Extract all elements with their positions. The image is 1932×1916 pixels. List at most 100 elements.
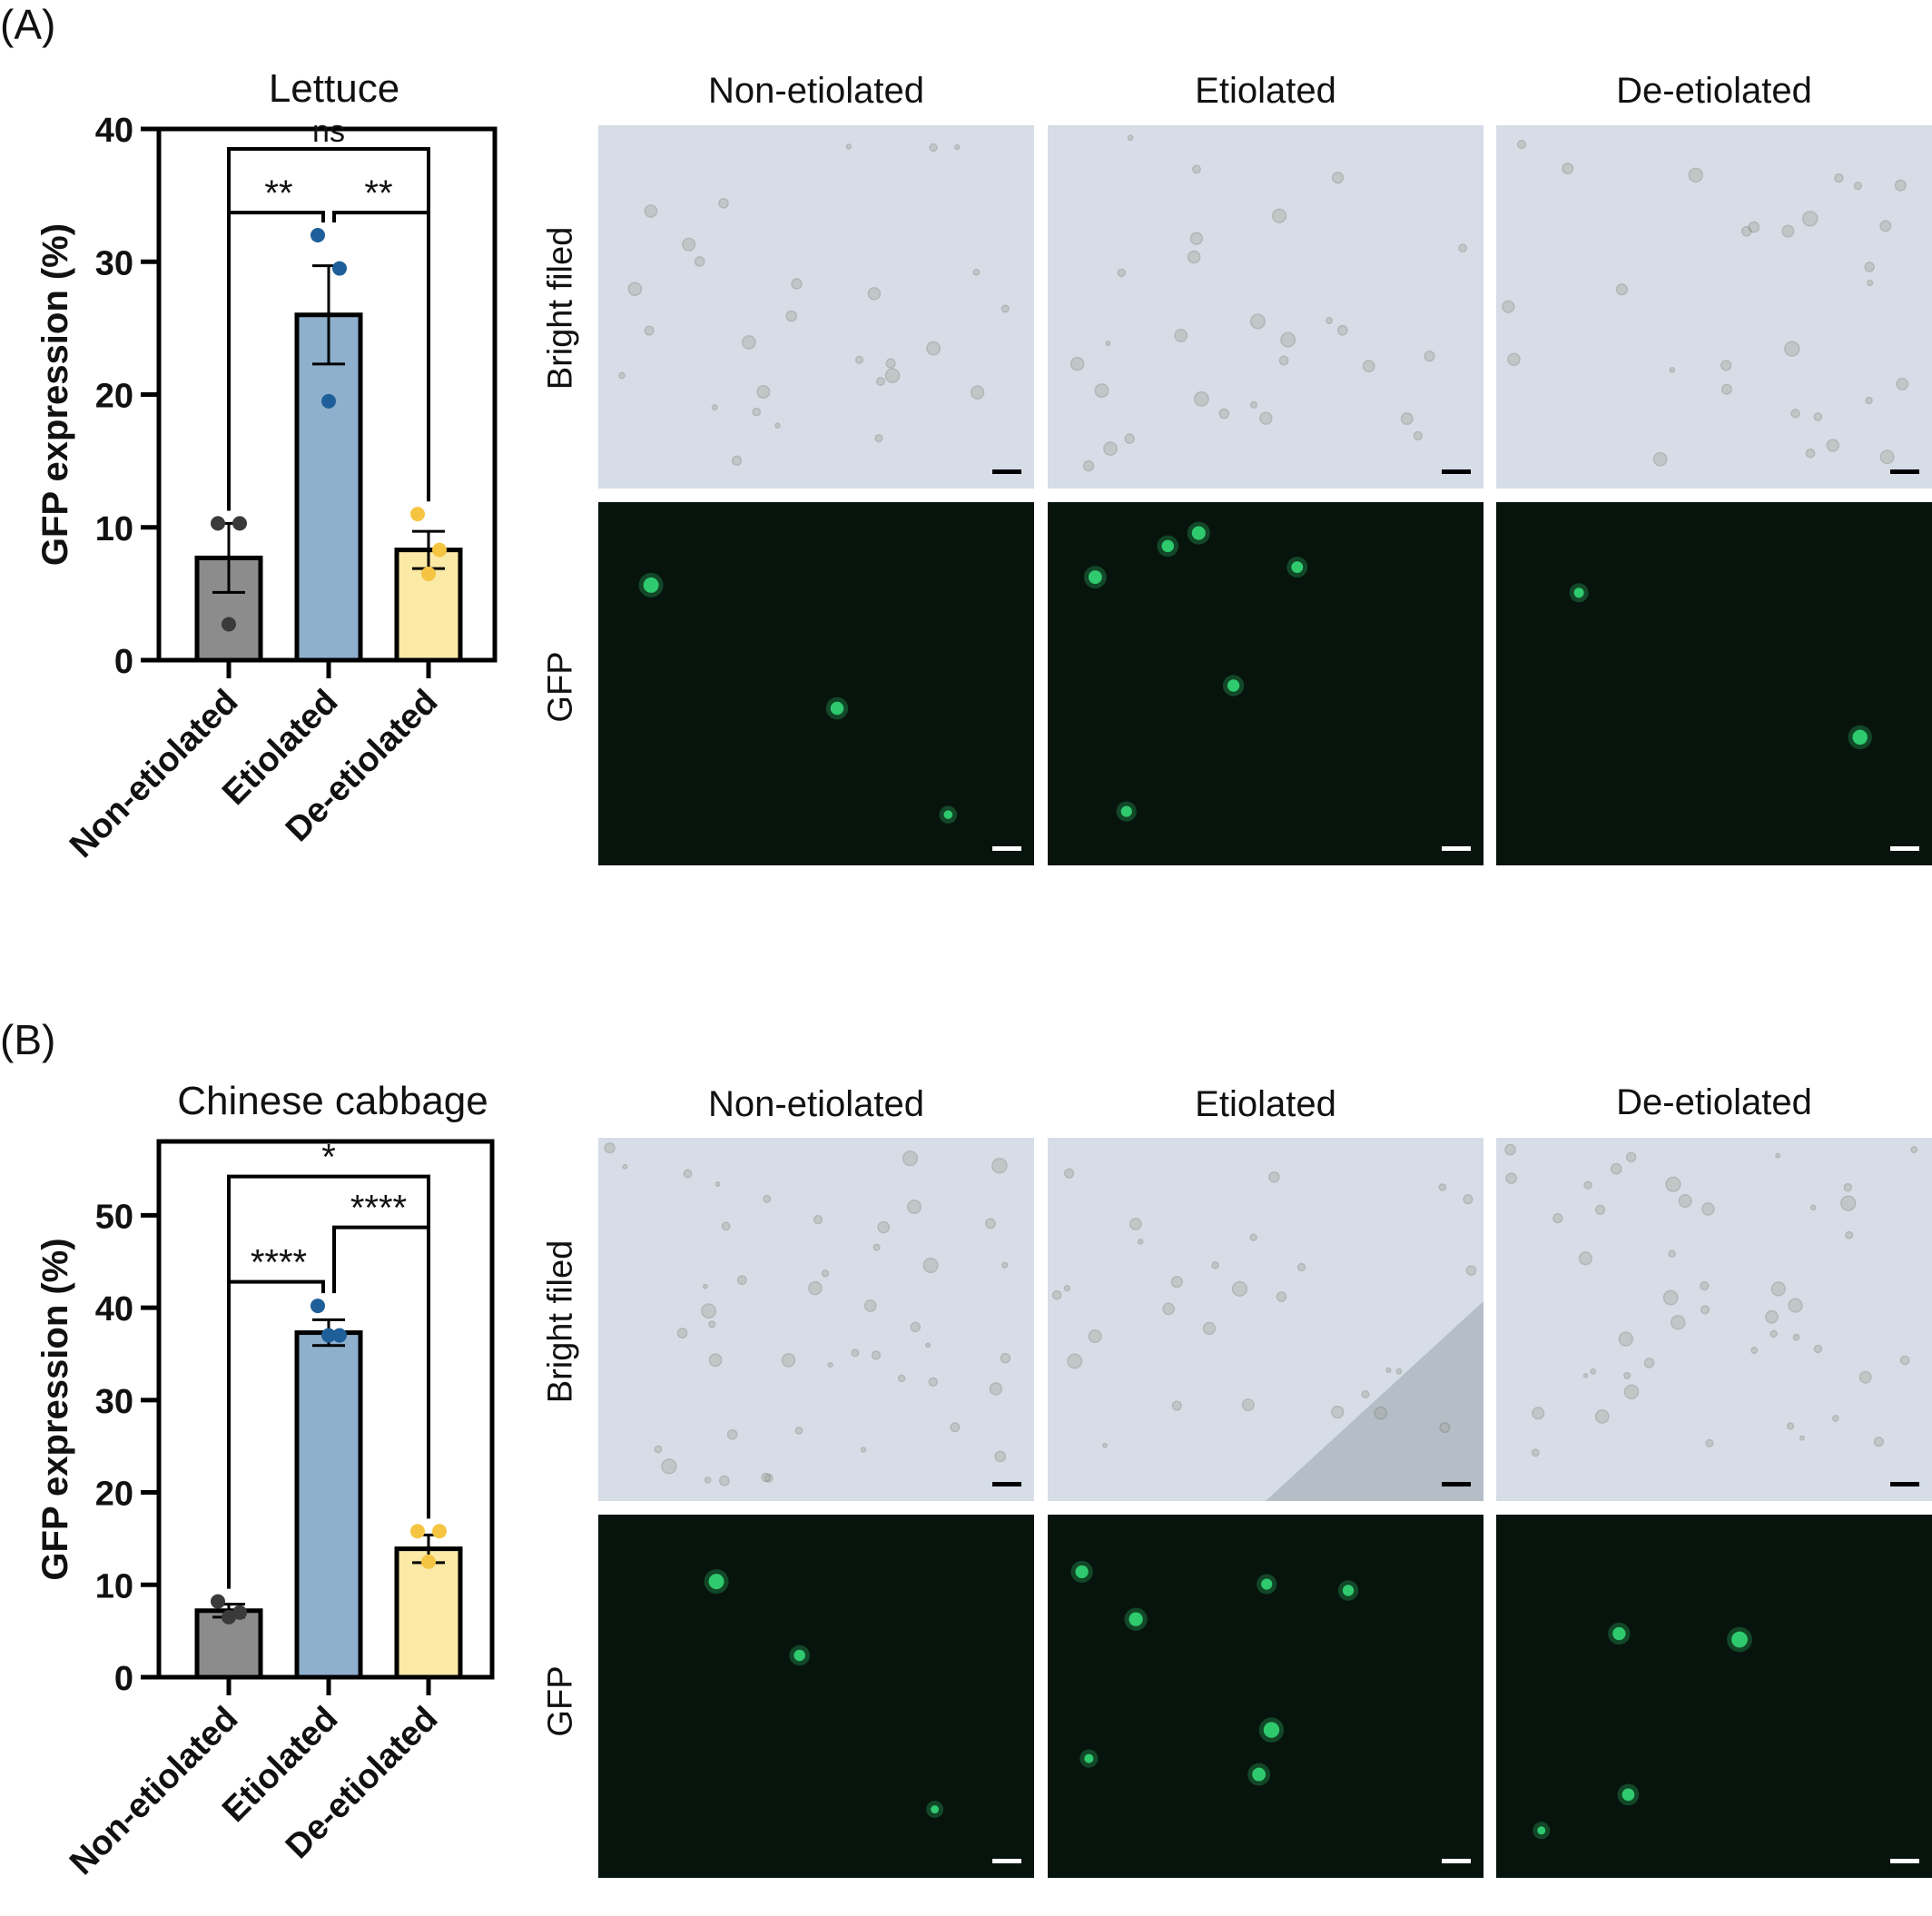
protoplast [1361, 1390, 1370, 1398]
protoplast [1652, 451, 1668, 467]
protoplast [618, 371, 626, 380]
protoplast [1809, 1204, 1817, 1211]
protoplast [1865, 396, 1873, 405]
protoplast [1516, 140, 1527, 150]
protoplast [897, 1374, 906, 1383]
micrograph-background [1496, 1515, 1932, 1878]
protoplast [1792, 1333, 1800, 1341]
protoplast [954, 143, 961, 151]
protoplast [1788, 1298, 1803, 1313]
gfp-cell [1852, 729, 1868, 746]
protoplast [1000, 304, 1010, 313]
data-point [432, 542, 447, 558]
protoplast [622, 1163, 628, 1170]
chart-title: Chinese cabbage [177, 1079, 488, 1123]
protoplast [991, 1158, 1008, 1174]
gfp-cell [1291, 561, 1304, 573]
protoplast [1623, 1371, 1631, 1379]
y-tick-label: 10 [95, 1567, 133, 1605]
protoplast [877, 1220, 890, 1234]
protoplast [994, 1450, 1007, 1463]
protoplast [604, 1142, 616, 1154]
protoplast [1124, 433, 1135, 444]
protoplast [654, 1445, 663, 1454]
protoplast [736, 1275, 747, 1286]
protoplast [1502, 300, 1515, 313]
gfp-cell [1622, 1788, 1635, 1802]
protoplast [1458, 243, 1467, 253]
protoplast [1171, 1400, 1182, 1411]
panel-label-b: (B) [0, 1016, 56, 1063]
gfp-cell [708, 1574, 724, 1590]
y-tick-label: 40 [95, 1290, 133, 1328]
gfp-cell [1731, 1631, 1748, 1648]
protoplast [1858, 1370, 1872, 1384]
protoplast [1331, 1405, 1345, 1419]
micrograph-image [1496, 125, 1932, 489]
protoplast [1211, 1261, 1219, 1269]
protoplast [1853, 182, 1862, 191]
gfp-cell [794, 1649, 805, 1662]
scale-bar [1442, 846, 1471, 851]
protoplast [644, 325, 655, 336]
protoplast [1051, 1289, 1062, 1300]
protoplast [885, 358, 896, 369]
protoplast [715, 1180, 721, 1187]
protoplast [1801, 211, 1819, 227]
protoplast [1189, 232, 1204, 245]
protoplast [1826, 439, 1839, 452]
y-tick-label: 0 [114, 643, 133, 681]
protoplast [863, 1299, 877, 1312]
protoplast [860, 1447, 867, 1453]
scale-bar [1890, 1482, 1919, 1486]
protoplast [761, 1472, 771, 1483]
protoplast [794, 1426, 803, 1435]
protoplast [1249, 313, 1266, 330]
column-title-etiolated-b: Etiolated [1195, 1084, 1336, 1124]
protoplast [1873, 1437, 1885, 1447]
data-point [321, 1328, 336, 1343]
micrograph-gfp-non-etiolated-a [598, 502, 1034, 865]
protoplast [764, 1473, 774, 1483]
protoplast [1202, 1321, 1217, 1336]
protoplast [1231, 1280, 1248, 1297]
protoplast [721, 1221, 731, 1231]
protoplast [1187, 250, 1201, 264]
protoplast [1781, 224, 1795, 238]
protoplast [1700, 1305, 1710, 1315]
protoplast [1424, 351, 1435, 362]
protoplast [1532, 1407, 1545, 1420]
row-label-bright-field-b: Bright filed [541, 1239, 580, 1404]
gfp-cell [1088, 570, 1102, 585]
micrograph-gfp-etiolated-a [1048, 502, 1484, 865]
scale-bar [992, 1859, 1021, 1863]
significance-bracket [332, 211, 430, 502]
protoplast [1103, 441, 1118, 456]
protoplast [845, 143, 853, 150]
protoplast [1864, 262, 1875, 272]
protoplast [1400, 412, 1414, 426]
protoplast [785, 310, 798, 322]
protoplast [704, 1477, 712, 1484]
protoplast [907, 1200, 922, 1214]
protoplast [1531, 1448, 1540, 1457]
protoplast [1769, 1329, 1778, 1338]
micrograph-gfp-de-etiolated-b [1496, 1515, 1932, 1878]
data-point [321, 393, 336, 409]
protoplast [661, 1458, 677, 1475]
scale-bar [1442, 469, 1471, 474]
protoplast [808, 1280, 823, 1296]
protoplast [1813, 412, 1823, 421]
protoplast [1623, 1384, 1640, 1399]
scale-bar [1442, 1482, 1471, 1486]
protoplast [1465, 1265, 1477, 1276]
protoplast [1127, 134, 1134, 142]
y-tick-label: 0 [114, 1660, 133, 1698]
micrograph-bright-field-etiolated-a [1048, 125, 1484, 489]
protoplast [813, 1215, 823, 1225]
row-label-gfp-b: GFP [541, 1665, 580, 1737]
protoplast [1249, 1233, 1257, 1241]
protoplast [1879, 449, 1895, 465]
micrograph-background [1496, 125, 1932, 489]
micrograph-image [1048, 1515, 1484, 1878]
